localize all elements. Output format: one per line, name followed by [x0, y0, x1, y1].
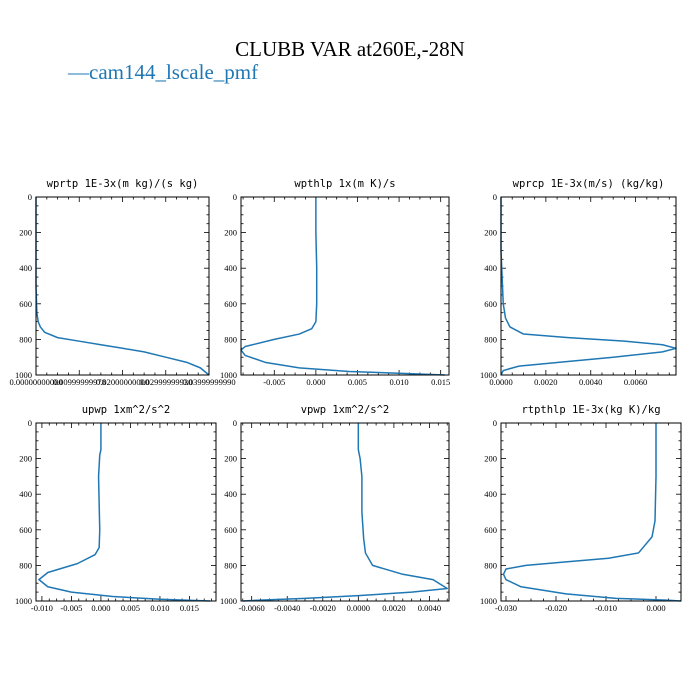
plot-frame: [500, 422, 682, 602]
panel-title: wprtp 1E-3x(m kg)/(s kg): [47, 178, 199, 190]
y-tick-label: 0: [493, 418, 497, 428]
figure-title: CLUBB VAR at260E,-28N: [235, 37, 465, 61]
x-tick-label: -0.010: [31, 603, 53, 613]
series-line: [35, 197, 210, 376]
y-tick-label: 1000: [220, 596, 237, 606]
y-tick-label: 800: [484, 334, 497, 344]
panel-5: rtpthlp 1E-3x(kg K)/kg02004006008001000-…: [480, 404, 682, 613]
y-tick-label: 600: [484, 525, 497, 535]
panel-0: wprtp 1E-3x(m kg)/(s kg) 0 200 400 600 800 100…: [9, 178, 235, 387]
y-tick-label: 200: [484, 228, 497, 238]
y-tick-label: 600: [19, 525, 32, 535]
y-tick-label: 400: [224, 489, 237, 499]
panel-1: wpthlp 1x(m K)/s 0 200 400 600 800 1000 -0.005 0…: [220, 178, 450, 387]
series-line: [240, 197, 445, 376]
legend: — cam144_lscale_pmf: [67, 60, 258, 84]
x-tick-label: 0.005: [121, 603, 140, 613]
y-tick-label: 600: [484, 299, 497, 309]
x-tick-label: 0.000: [646, 603, 665, 613]
x-tick-label: -0.0040: [274, 603, 300, 613]
x-tick-label: 0.00000000000: [9, 377, 62, 387]
x-tick-label: -0.0020: [310, 603, 336, 613]
y-tick-label: 200: [224, 454, 237, 464]
x-tick-label: 0.0040: [418, 603, 441, 613]
y-tick-label: 800: [19, 334, 32, 344]
y-tick-label: 600: [224, 525, 237, 535]
y-tick-label: 200: [224, 228, 237, 238]
panel-4: vpwp 1xm^2/s^2 0 200 400 600 800 1000-0.0060 -0…: [220, 404, 450, 613]
x-tick-label: 0.010: [150, 603, 169, 613]
plot-frame: [35, 196, 210, 376]
x-tick-label: 0.005: [348, 377, 367, 387]
y-tick-label: 0: [28, 418, 32, 428]
x-tick-label: 0.015: [180, 603, 199, 613]
x-tick-label: 0.02999999930: [139, 377, 192, 387]
y-tick-label: 600: [224, 299, 237, 309]
y-tick-label: 0: [233, 192, 237, 202]
plot-frame: [35, 422, 217, 602]
y-tick-label: 200: [19, 228, 32, 238]
y-tick-label: 400: [224, 263, 237, 273]
legend-line-symbol: —: [67, 60, 90, 84]
series-line: [38, 423, 211, 602]
y-tick-label: 1000: [220, 370, 237, 380]
x-tick-label: 0.000: [306, 377, 325, 387]
y-tick-label: 0: [493, 192, 497, 202]
plot-frame: [500, 196, 677, 376]
x-tick-label: -0.030: [495, 603, 517, 613]
x-tick-label: 0.010: [390, 377, 409, 387]
y-tick-label: 800: [224, 334, 237, 344]
x-tick-label: 0.0020: [382, 603, 405, 613]
x-tick-label: -0.005: [263, 377, 285, 387]
x-tick-label: -0.005: [60, 603, 82, 613]
x-tick-label: 0.000: [91, 603, 110, 613]
y-tick-label: 600: [19, 299, 32, 309]
y-tick-label: 1000: [480, 596, 497, 606]
panels-grid: wprtp 1E-3x(m kg)/(s kg) 0 200 400 600 800 100…: [9, 178, 682, 613]
x-tick-label: -0.020: [545, 603, 567, 613]
y-tick-label: 200: [19, 454, 32, 464]
panel-title: wpthlp 1x(m K)/s: [294, 178, 395, 190]
y-tick-label: 800: [484, 560, 497, 570]
y-tick-label: 800: [224, 560, 237, 570]
x-tick-label: 0.015: [431, 377, 450, 387]
y-tick-label: 400: [19, 263, 32, 273]
y-tick-label: 400: [484, 263, 497, 273]
y-tick-label: 800: [19, 560, 32, 570]
x-tick-label: -0.010: [595, 603, 617, 613]
x-tick-label: 0.03999999990: [182, 377, 235, 387]
x-tick-label: 0.0020: [534, 377, 557, 387]
series-line: [502, 423, 682, 602]
panel-title: upwp 1xm^2/s^2: [82, 404, 171, 416]
legend-label: cam144_lscale_pmf: [89, 60, 258, 84]
x-tick-label: 0.0000: [347, 603, 370, 613]
plot-frame: [240, 422, 450, 602]
y-tick-label: 200: [484, 454, 497, 464]
y-tick-label: 0: [28, 192, 32, 202]
series-line: [242, 423, 448, 602]
plot-frame: [240, 196, 450, 376]
panel-2: wprcp 1E-3x(m/s) (kg/kg) 0 200 400 600 800 100…: [480, 178, 677, 387]
x-tick-label: 0.02000000000: [96, 377, 149, 387]
series-line: [500, 197, 677, 376]
x-tick-label: -0.0060: [239, 603, 265, 613]
x-tick-label: 0.0060: [624, 377, 647, 387]
x-tick-label: 0.0000: [489, 377, 512, 387]
panel-title: rtpthlp 1E-3x(kg K)/kg: [521, 404, 660, 416]
y-tick-label: 1000: [15, 370, 32, 380]
x-tick-label: 0.00999999978: [53, 377, 106, 387]
y-tick-label: 400: [19, 489, 32, 499]
y-tick-label: 400: [484, 489, 497, 499]
panel-title: vpwp 1xm^2/s^2: [301, 404, 390, 416]
panel-3: upwp 1xm^2/s^2 0 200 400 600 800 1000-0.010 -0.…: [15, 404, 217, 613]
panel-title: wprcp 1E-3x(m/s) (kg/kg): [513, 178, 665, 190]
y-tick-label: 0: [233, 418, 237, 428]
x-tick-label: 0.0040: [579, 377, 602, 387]
y-tick-label: 1000: [15, 596, 32, 606]
y-tick-label: 1000: [480, 370, 497, 380]
